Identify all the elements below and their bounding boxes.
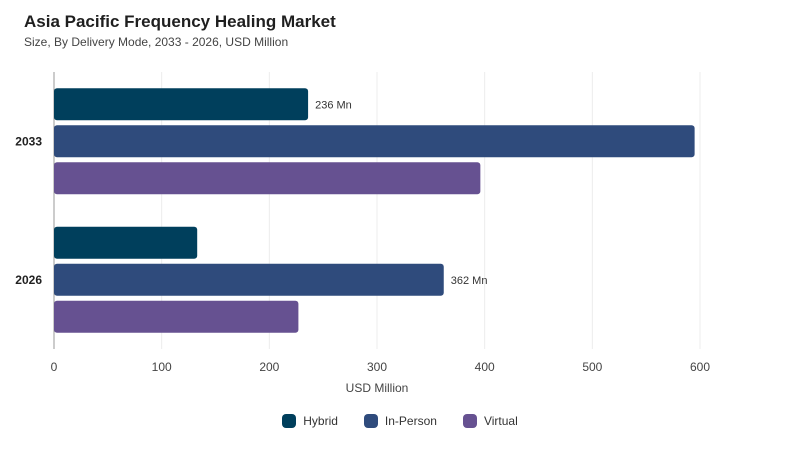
legend-label: Virtual: [483, 414, 518, 428]
chart-subtitle: Size, By Delivery Mode, 2033 - 2026, USD…: [24, 35, 289, 49]
bar-virtual-2026: [54, 300, 299, 333]
category-label-2026: 2026: [15, 273, 42, 287]
x-axis-label: USD Million: [346, 381, 409, 395]
legend-label: Hybrid: [303, 414, 338, 428]
legend-item-virtual: Virtual: [462, 414, 518, 428]
bar-in-person-2026: [54, 263, 444, 296]
bar-in-person-2033: [54, 125, 695, 158]
bar-virtual-2033: [54, 162, 481, 195]
legend-swatch: [363, 414, 378, 428]
legend-item-in-person: In-Person: [363, 414, 437, 428]
data-label: 236 Mn: [315, 99, 352, 111]
x-tick-label: 500: [582, 360, 602, 374]
chart-legend: Hybrid In-Person Virtual: [0, 414, 800, 428]
legend-swatch: [462, 414, 477, 428]
legend-swatch: [282, 414, 297, 428]
x-tick-label: 200: [259, 360, 279, 374]
x-tick-label: 0: [51, 360, 58, 374]
x-tick-label: 300: [367, 360, 387, 374]
bar-hybrid-2026: [54, 226, 198, 259]
legend-item-hybrid: Hybrid: [282, 414, 338, 428]
bar-chart: 0 100 200 300 400 500 600 USD Million 2033 236 Mn…: [15, 72, 710, 395]
legend-label: In-Person: [384, 414, 437, 428]
category-label-2033: 2033: [15, 134, 42, 148]
bar-hybrid-2033: [54, 88, 309, 121]
x-tick-label: 400: [475, 360, 495, 374]
chart-title: Asia Pacific Frequency Healing Market: [24, 12, 336, 31]
x-tick-label: 600: [690, 360, 710, 374]
x-tick-label: 100: [152, 360, 172, 374]
data-label: 362 Mn: [451, 275, 488, 287]
